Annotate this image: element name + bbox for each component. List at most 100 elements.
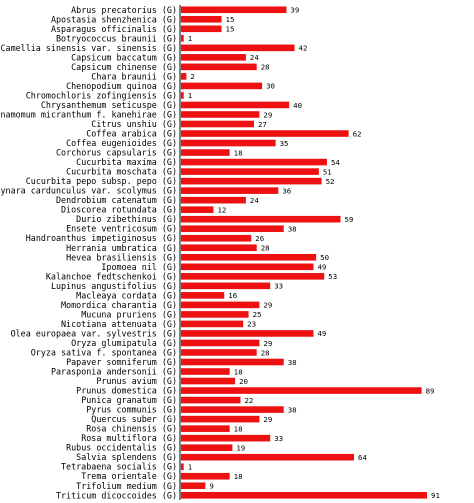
category-label: Lupinus angustifolius (G) (51, 281, 177, 291)
bar-value-label: 54 (331, 158, 340, 167)
bar-value-label: 62 (353, 129, 362, 138)
bar (181, 320, 244, 328)
bar (181, 44, 295, 52)
bar (181, 225, 284, 233)
bar (181, 415, 260, 423)
category-label: Citrus unshiu (G) (91, 119, 177, 129)
category-label: Corchorus capsularis (G) (56, 148, 177, 158)
category-label: Punica granatum (G) (81, 395, 177, 405)
category-label: Hevea brasiliensis (G) (66, 252, 177, 262)
bar (181, 263, 314, 271)
bar (181, 253, 317, 261)
bar-value-label: 42 (299, 44, 308, 53)
bar-value-label: 20 (239, 377, 248, 386)
bar-value-label: 52 (326, 177, 335, 186)
category-label: Salvia splendens (G) (76, 452, 177, 462)
category-label: Rosa chinensis (G) (86, 424, 177, 434)
bar (181, 120, 254, 128)
category-label: Capsicum chinense (G) (71, 62, 177, 72)
bar (181, 234, 252, 242)
bar (181, 206, 214, 213)
bar-value-label: 50 (320, 253, 329, 262)
category-label: Capsicum baccatum (G) (71, 52, 177, 62)
bar (181, 35, 184, 42)
bar (181, 368, 230, 375)
bar-value-label: 38 (288, 405, 297, 414)
category-label: Chrysanthemum seticuspe (G) (41, 100, 177, 110)
bar (181, 330, 314, 337)
bar (181, 349, 257, 356)
bar (181, 292, 225, 299)
bar (181, 491, 427, 499)
bar (181, 73, 187, 80)
bar-value-label: 28 (261, 348, 270, 357)
category-label: Triticum dicoccoides (G) (56, 490, 177, 500)
bar-value-label: 15 (226, 15, 235, 24)
category-label: Cinnamomum micranthum f. kanehirae (G) (0, 109, 177, 119)
bar (181, 463, 184, 471)
category-label: Momordica charantia (G) (61, 300, 177, 310)
bar-value-label: 28 (261, 63, 270, 72)
category-label: Cucurbita pepo subsp. pepo (G) (26, 176, 177, 186)
bar-value-label: 38 (288, 358, 297, 367)
category-label: Nicotiana attenuata (G) (61, 319, 177, 329)
bar (181, 139, 276, 147)
category-label: Cucurbita maxima (G) (76, 157, 177, 167)
bar (181, 453, 355, 461)
bar-value-label: 53 (328, 272, 337, 281)
bar-value-label: 1 (188, 91, 192, 100)
bar (181, 339, 260, 347)
bar-value-label: 49 (317, 263, 326, 272)
bar-value-label: 18 (234, 424, 243, 433)
bar (181, 387, 422, 394)
bar-value-label: 33 (274, 282, 283, 291)
bar-value-label: 16 (228, 291, 237, 300)
category-label: Trema orientale (G) (81, 471, 177, 481)
category-label: Dioscorea rotundata (G) (61, 205, 177, 215)
category-label: Ipomoea nil (G) (101, 262, 177, 272)
category-label: Tetrabaena socialis (G) (61, 462, 177, 472)
bar-value-label: 35 (280, 139, 289, 148)
category-label: Oryza sativa f. spontanea (G) (31, 347, 177, 357)
bar-value-label: 27 (258, 120, 267, 129)
category-label: Papaver somniferum (G) (66, 357, 177, 367)
bar (181, 406, 284, 413)
category-label: Macleaya cordata (G) (76, 290, 177, 300)
category-label: Trifolium medium (G) (76, 481, 177, 491)
bar (181, 215, 341, 223)
category-label: Kalanchoe fedtschenkoi (G) (46, 271, 177, 281)
category-label: Pyrus communis (G) (86, 405, 177, 415)
bar-value-label: 18 (234, 472, 243, 481)
bar (181, 130, 349, 137)
bar (181, 358, 284, 366)
bar-value-label: 22 (244, 396, 253, 405)
bar (181, 82, 263, 90)
category-label: Olea europaea var. sylvestris (G) (11, 328, 177, 338)
category-label: Dendrobium catenatum (G) (56, 195, 177, 205)
bar-value-label: 28 (261, 244, 270, 253)
bar (181, 444, 233, 451)
category-label: Asparagus officinalis (G) (51, 24, 177, 34)
category-label: Rubus occidentalis (G) (66, 443, 177, 453)
category-label: Parasponia andersonii (G) (51, 367, 177, 377)
bar (181, 425, 230, 432)
bar (181, 25, 222, 33)
category-label: Camellia sinensis var. sinensis (G) (1, 43, 177, 53)
bar (181, 101, 290, 109)
bar-value-label: 25 (253, 310, 262, 319)
bar-value-label: 29 (263, 415, 272, 424)
category-label: Ensete ventricosum (G) (66, 224, 177, 234)
bar-value-label: 26 (255, 234, 264, 243)
bars-group: Abrus precatorius (G) 39 Apostasia shenzhe… (0, 5, 440, 501)
bar (181, 177, 322, 185)
bar-value-label: 29 (263, 110, 272, 119)
bar-value-label: 59 (344, 215, 353, 224)
bar-value-label: 12 (217, 205, 226, 214)
bar-value-label: 49 (317, 329, 326, 338)
bar-value-label: 15 (226, 25, 235, 34)
category-label: Botryococcus braunii (G) (56, 33, 177, 43)
bar-value-label: 51 (323, 167, 332, 176)
category-label: Chenopodium quinoa (G) (66, 81, 177, 91)
bar-value-label: 23 (247, 320, 256, 329)
bar (181, 434, 271, 442)
